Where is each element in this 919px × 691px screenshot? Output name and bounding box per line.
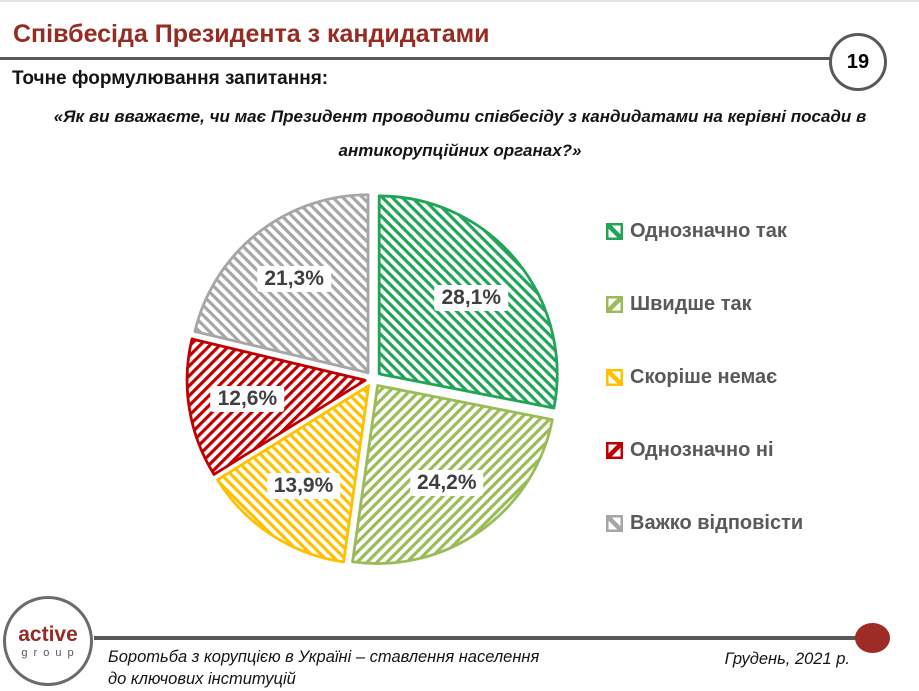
legend-item-4: Однозначно ні <box>606 437 803 463</box>
slide-title: Співбесіда Президента з кандидатами <box>13 20 490 48</box>
legend-item-3: Скоріше немає <box>606 364 803 390</box>
legend-label-2: Швидше так <box>630 292 752 315</box>
legend-item-1: Однозначно так <box>606 218 803 244</box>
legend-swatch-icon <box>606 368 623 386</box>
page-number: 19 <box>846 50 870 73</box>
legend-swatch-icon <box>606 222 623 240</box>
legend-label-3: Скоріше немає <box>630 365 778 388</box>
pie-chart: 28,1% 24,2% 13,9% 12,6% 21,3% <box>140 172 610 592</box>
pie-value-label-2: 24,2% <box>409 469 484 496</box>
footer-endpoint-dot <box>855 623 890 653</box>
legend-item-5: Важко відповісти <box>606 510 803 536</box>
chart-legend: Однозначно так Швидше так Скоріше немає Одн… <box>606 218 803 583</box>
legend-label-1: Однозначно так <box>630 219 787 242</box>
pie-value-label-1: 28,1% <box>434 285 509 312</box>
question-prompt: Точне формулювання запитання: <box>12 68 329 89</box>
pie-value-label-4: 12,6% <box>210 386 285 413</box>
footer-date-text: Грудень, 2021 р. <box>724 650 850 668</box>
page-number-badge: 19 <box>829 33 887 91</box>
logo-active-text: active <box>18 622 78 646</box>
footer-divider-line <box>94 636 880 640</box>
pie-svg <box>185 193 559 565</box>
pie-value-label-5: 21,3% <box>257 266 331 293</box>
pie-value-label-3: 13,9% <box>266 472 341 499</box>
legend-item-2: Швидше так <box>606 291 803 317</box>
logo-group-text: group <box>21 646 80 659</box>
footer-source-text: Боротьба з корупцією в Україні – ставлен… <box>108 648 540 689</box>
legend-label-4: Однозначно ні <box>630 438 774 461</box>
legend-swatch-icon <box>606 514 623 532</box>
footer-logo: active group <box>3 596 93 686</box>
question-text: «Як ви вважаєте, чи має Президент провод… <box>53 107 867 160</box>
legend-swatch-icon <box>606 441 623 459</box>
title-divider-line <box>0 57 830 60</box>
legend-label-5: Важко відповісти <box>630 511 804 534</box>
legend-swatch-icon <box>606 295 623 313</box>
